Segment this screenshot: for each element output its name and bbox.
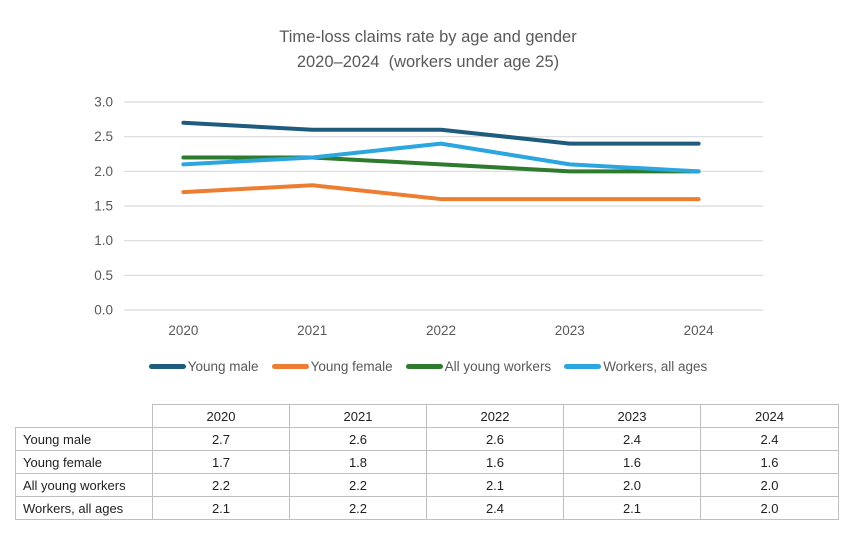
y-axis-tick-label: 2.0 [94,164,113,179]
data-table: 2020 2021 2022 2023 2024 Young male 2.7 2.6 2.6 2… [15,404,839,520]
chart-title-line-1: Time-loss claims rate by age and gender [279,28,577,46]
table-row-label: All young workers [15,473,153,497]
x-axis-tick-label: 2022 [426,323,456,338]
legend-item-all-young-workers: All young workers [405,359,552,374]
table-value-cell: 2.4 [563,427,701,451]
table-value-cell: 1.6 [426,450,564,474]
table-value-cell: 1.7 [152,450,290,474]
y-axis-tick-label: 0.0 [94,303,113,318]
table-value-cell: 2.2 [152,473,290,497]
table-year-header: 2021 [289,404,427,428]
legend-label: All young workers [444,359,552,374]
table-corner-cell [16,405,153,428]
legend-swatch-icon [271,364,309,369]
series-line-all-young-workers [181,155,701,174]
table-value-cell: 1.6 [563,450,701,474]
table-value-cell: 2.1 [426,473,564,497]
table-value-cell: 2.1 [152,496,290,520]
y-axis-tick-label: 1.0 [94,233,113,248]
chart-legend: Young male Young female All young workers W… [0,359,856,374]
legend-item-young-male: Young male [148,359,259,374]
x-axis-tick-label: 2021 [297,323,327,338]
legend-label: Young female [310,359,393,374]
chart-title-line-2: 2020–2024 (workers under age 25) [296,53,560,71]
table-value-cell: 2.4 [426,496,564,520]
table-year-header: 2022 [426,404,564,428]
table-header-row: 2020 2021 2022 2023 2024 [16,404,839,428]
table-value-cell: 2.2 [289,473,427,497]
table-value-cell: 1.6 [700,450,839,474]
table-row: Young female 1.7 1.8 1.6 1.6 1.6 [15,450,839,474]
table-row-label: Young female [15,450,153,474]
table-value-cell: 2.0 [700,473,839,497]
table-value-cell: 2.2 [289,496,427,520]
y-axis-tick-label: 2.5 [94,129,113,144]
table-row: Workers, all ages 2.1 2.2 2.4 2.1 2.0 [15,496,839,520]
table-value-cell: 2.6 [289,427,427,451]
table-value-cell: 2.0 [700,496,839,520]
table-year-header: 2024 [700,404,839,428]
chart-title: Time-loss claims rate by age and gender … [0,25,856,75]
legend-label: Workers, all ages [603,359,708,374]
table-value-cell: 2.4 [700,427,839,451]
series-line-young-male [181,120,701,146]
legend-swatch-icon [405,364,443,369]
table-row-label: Workers, all ages [15,496,153,520]
table-row-label: Young male [15,427,153,451]
x-axis-tick-label: 2023 [555,323,585,338]
y-axis-tick-label: 3.0 [94,95,113,110]
table-value-cell: 2.1 [563,496,701,520]
table-value-cell: 1.8 [289,450,427,474]
table-value-cell: 2.0 [563,473,701,497]
legend-swatch-icon [564,364,602,369]
y-axis-tick-label: 0.5 [94,268,113,283]
table-value-cell: 2.6 [426,427,564,451]
legend-label: Young male [187,359,259,374]
table-row: Young male 2.7 2.6 2.6 2.4 2.4 [15,427,839,451]
table-value-cell: 2.7 [152,427,290,451]
legend-swatch-icon [148,364,186,369]
legend-item-workers-all-ages: Workers, all ages [564,359,707,374]
x-axis-tick-label: 2020 [168,323,198,338]
series-line-workers-all-ages [181,141,701,174]
table-year-header: 2023 [563,404,701,428]
x-axis-tick-label: 2024 [684,323,715,338]
series-line-young-female [181,183,701,202]
table-row: All young workers 2.2 2.2 2.1 2.0 2.0 [15,473,839,497]
y-axis-tick-label: 1.5 [94,199,113,214]
table-year-header: 2020 [152,404,290,428]
legend-item-young-female: Young female [271,359,393,374]
